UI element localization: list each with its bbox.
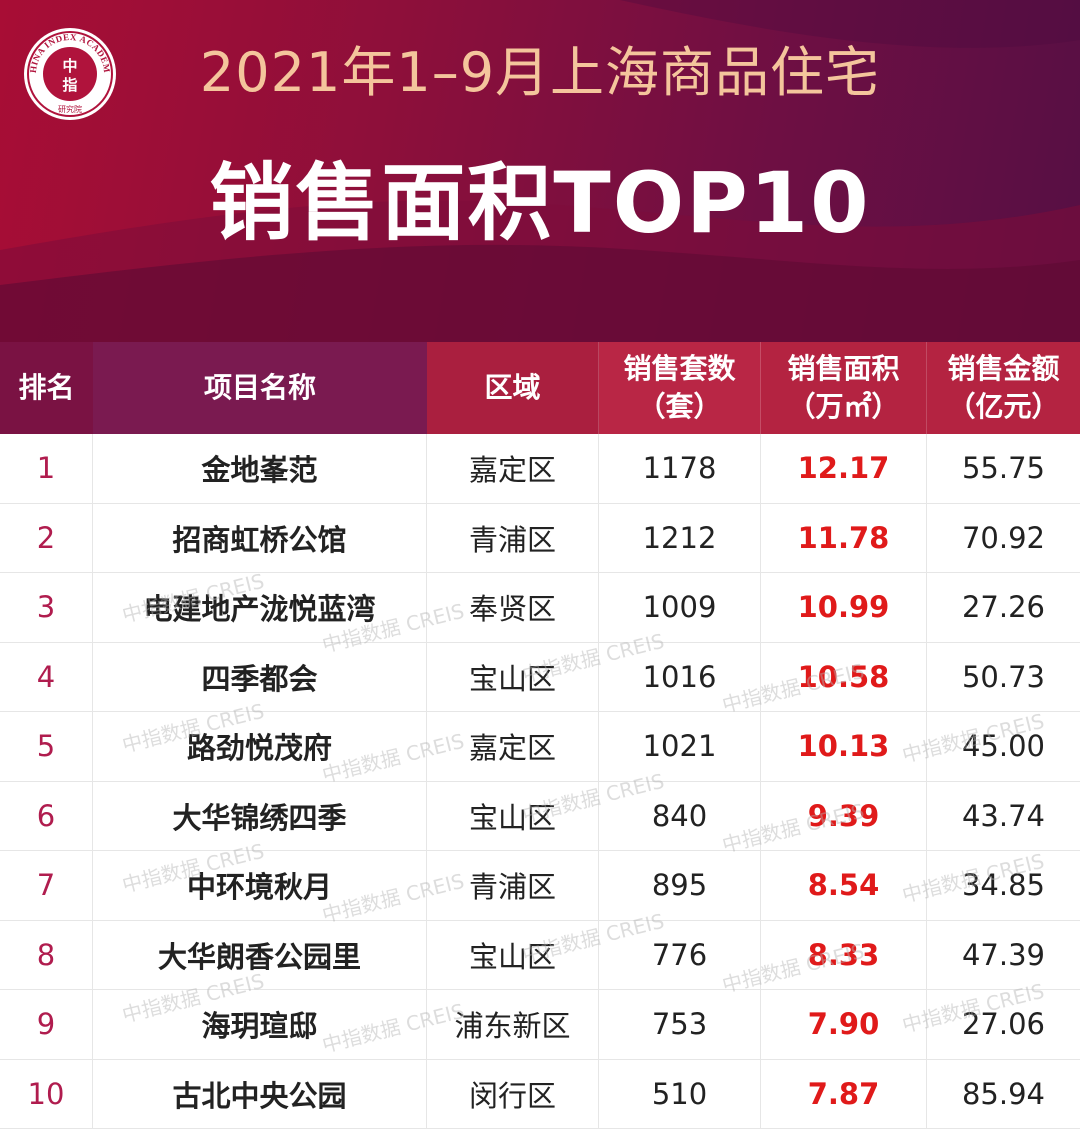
table-row: 4 四季都会 宝山区 1016 10.58 50.73 bbox=[0, 642, 1080, 712]
cell-rank: 4 bbox=[0, 642, 93, 711]
cell-sales-area: 10.58 bbox=[761, 642, 927, 711]
cell-sales-amount: 27.26 bbox=[961, 590, 1046, 625]
cell-district: 宝山区 bbox=[427, 642, 599, 711]
cell-sales-area: 9.39 bbox=[761, 781, 927, 850]
title-banner: CHINA INDEX ACADEMY 中 指 研究院 2021年1–9月上海商… bbox=[0, 0, 1080, 342]
cell-sales-amount: 27.06 bbox=[961, 1007, 1046, 1042]
cell-project-name: 中环境秋月 bbox=[93, 851, 427, 920]
cell-district: 闵行区 bbox=[427, 1059, 599, 1128]
cell-units-sold: 753 bbox=[599, 990, 761, 1059]
cell-sales-area: 11.78 bbox=[761, 503, 927, 572]
cell-units-sold: 1009 bbox=[599, 573, 761, 642]
cell-units-sold: 510 bbox=[599, 1059, 761, 1128]
table-row: 6 大华锦绣四季 宝山区 840 9.39 43.74 bbox=[0, 781, 1080, 851]
cell-units-sold: 1021 bbox=[599, 712, 761, 781]
cell-rank: 6 bbox=[0, 781, 93, 850]
banner-wave-decoration bbox=[0, 0, 1080, 342]
cell-district: 青浦区 bbox=[427, 851, 599, 920]
cell-sales-amount: 55.75 bbox=[961, 451, 1046, 486]
cell-rank: 7 bbox=[0, 851, 93, 920]
cell-rank: 3 bbox=[0, 573, 93, 642]
cell-rank: 5 bbox=[0, 712, 93, 781]
table-row: 7 中环境秋月 青浦区 895 8.54 34.85 bbox=[0, 851, 1080, 921]
cell-project-name: 四季都会 bbox=[93, 642, 427, 711]
logo-center-bottom: 指 bbox=[62, 76, 77, 94]
cell-project-name: 路劲悦茂府 bbox=[93, 712, 427, 781]
cell-sales-amount: 43.74 bbox=[961, 798, 1046, 833]
cell-units-sold: 840 bbox=[599, 781, 761, 850]
cell-sales-area: 10.13 bbox=[761, 712, 927, 781]
col-header-sales-amount: 销售金额 （亿元） bbox=[927, 342, 1080, 434]
cell-rank: 1 bbox=[0, 434, 93, 503]
cell-district: 嘉定区 bbox=[427, 434, 599, 503]
cell-rank: 9 bbox=[0, 990, 93, 1059]
col-header-district: 区域 bbox=[427, 342, 599, 434]
cell-project-name: 大华锦绣四季 bbox=[93, 781, 427, 850]
cell-sales-area: 8.54 bbox=[761, 851, 927, 920]
cell-sales-area: 10.99 bbox=[761, 573, 927, 642]
col-header-rank: 排名 bbox=[0, 342, 93, 434]
table-row: 8 大华朗香公园里 宝山区 776 8.33 47.39 bbox=[0, 920, 1080, 990]
china-index-academy-logo: CHINA INDEX ACADEMY 中 指 研究院 bbox=[19, 18, 118, 122]
cell-district: 嘉定区 bbox=[427, 712, 599, 781]
cell-district: 青浦区 bbox=[427, 503, 599, 572]
cell-project-name: 金地峯范 bbox=[93, 434, 427, 503]
cell-units-sold: 776 bbox=[599, 920, 761, 989]
cell-rank: 2 bbox=[0, 503, 93, 572]
table-row: 10 古北中央公园 闵行区 510 7.87 85.94 bbox=[0, 1059, 1080, 1129]
cell-project-name: 电建地产泷悦蓝湾 bbox=[93, 573, 427, 642]
cell-rank: 10 bbox=[0, 1059, 93, 1128]
cell-project-name: 古北中央公园 bbox=[93, 1059, 427, 1128]
col-header-project-name: 项目名称 bbox=[93, 342, 427, 434]
cell-sales-amount: 47.39 bbox=[961, 937, 1046, 972]
cell-sales-area: 7.90 bbox=[761, 990, 927, 1059]
cell-sales-amount: 45.00 bbox=[961, 729, 1046, 764]
cell-rank: 8 bbox=[0, 920, 93, 989]
cell-sales-amount: 50.73 bbox=[961, 659, 1046, 694]
ranking-table: 排名 项目名称 区域 销售套数 （套） 销售面积 （万㎡） 销售金额 （亿元） bbox=[0, 342, 1080, 1129]
cell-sales-area: 7.87 bbox=[761, 1059, 927, 1128]
table-header: 排名 项目名称 区域 销售套数 （套） 销售面积 （万㎡） 销售金额 （亿元） bbox=[0, 342, 1080, 434]
title-heading: 销售面积TOP10 bbox=[209, 154, 871, 252]
logo-center-top: 中 bbox=[62, 57, 77, 75]
cell-district: 浦东新区 bbox=[427, 990, 599, 1059]
cell-project-name: 大华朗香公园里 bbox=[93, 920, 427, 989]
col-header-sales-area: 销售面积 （万㎡） bbox=[761, 342, 927, 434]
logo-bottom-text: 研究院 bbox=[58, 104, 82, 114]
cell-units-sold: 1016 bbox=[599, 642, 761, 711]
cell-project-name: 海玥瑄邸 bbox=[93, 990, 427, 1059]
cell-units-sold: 1178 bbox=[599, 434, 761, 503]
cell-units-sold: 895 bbox=[599, 851, 761, 920]
table-row: 3 电建地产泷悦蓝湾 奉贤区 1009 10.99 27.26 bbox=[0, 573, 1080, 643]
cell-district: 奉贤区 bbox=[427, 573, 599, 642]
table-row: 9 海玥瑄邸 浦东新区 753 7.90 27.06 bbox=[0, 990, 1080, 1060]
cell-sales-amount: 34.85 bbox=[961, 868, 1046, 903]
table-row: 1 金地峯范 嘉定区 1178 12.17 55.75 bbox=[0, 434, 1080, 504]
table-row: 2 招商虹桥公馆 青浦区 1212 11.78 70.92 bbox=[0, 503, 1080, 573]
cell-district: 宝山区 bbox=[427, 920, 599, 989]
cell-project-name: 招商虹桥公馆 bbox=[93, 503, 427, 572]
cell-district: 宝山区 bbox=[427, 781, 599, 850]
table-row: 5 路劲悦茂府 嘉定区 1021 10.13 45.00 bbox=[0, 712, 1080, 782]
cell-sales-amount: 70.92 bbox=[961, 520, 1046, 555]
col-header-units-sold: 销售套数 （套） bbox=[599, 342, 761, 434]
cell-sales-area: 8.33 bbox=[761, 920, 927, 989]
cell-units-sold: 1212 bbox=[599, 503, 761, 572]
table-body: 1 金地峯范 嘉定区 1178 12.17 55.75 2 招商虹桥公馆 青浦区… bbox=[0, 434, 1080, 1129]
cell-sales-amount: 85.94 bbox=[961, 1076, 1046, 1111]
title-subheading: 2021年1–9月上海商品住宅 bbox=[199, 41, 881, 104]
cell-sales-area: 12.17 bbox=[761, 434, 927, 503]
